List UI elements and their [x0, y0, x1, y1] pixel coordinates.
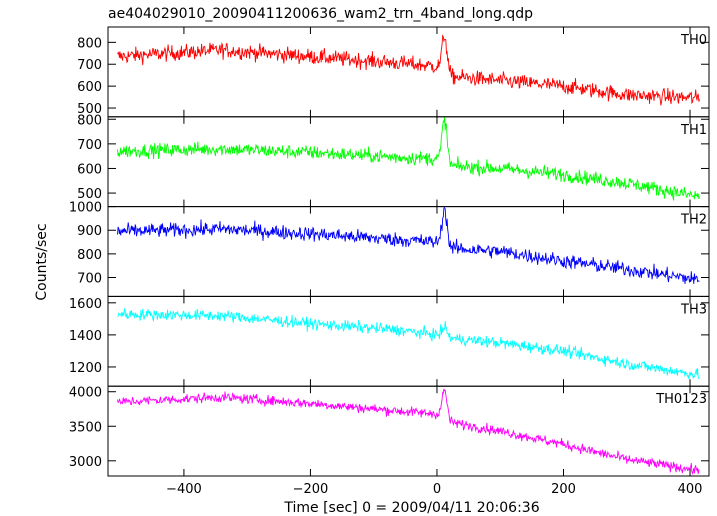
- y-tick-label: 600: [77, 162, 102, 177]
- y-tick-label: 800: [77, 113, 102, 128]
- series-line-th3: [117, 308, 700, 380]
- y-tick-label: 500: [77, 102, 102, 117]
- x-axis-label: Time [sec] 0 = 2009/04/11 20:06:36: [283, 500, 539, 516]
- y-tick-label: 3000: [69, 455, 102, 470]
- panel-th0: 500 600 700 800 TH0: [77, 26, 710, 118]
- y-tick-label: 700: [77, 138, 102, 153]
- series-line-th1: [117, 116, 700, 201]
- y-tick-label: 800: [77, 36, 102, 51]
- y-tick-label: 1000: [69, 201, 102, 216]
- x-tick-label: 400: [678, 482, 703, 497]
- x-tick-label: −400: [166, 482, 202, 497]
- panel-name-label: TH0123: [655, 392, 707, 407]
- panel-name-label: TH1: [680, 123, 707, 138]
- x-tick-label: −200: [293, 482, 329, 497]
- panel-frame: [107, 206, 710, 297]
- panel-th2: 700 800 900 1000 TH2: [69, 201, 710, 297]
- panel-frame: [107, 385, 710, 477]
- y-tick-label: 500: [77, 187, 102, 202]
- series-line-th0: [117, 34, 700, 106]
- y-tick-label: 800: [77, 248, 102, 263]
- panel-name-label: TH3: [680, 302, 707, 317]
- y-tick-label: 4000: [69, 386, 102, 401]
- chart-title: ae404029010_20090411200636_wam2_trn_4ban…: [108, 6, 533, 22]
- panel-th3: 1200 1400 1600 TH3: [69, 295, 710, 387]
- y-tick-label: 700: [77, 58, 102, 73]
- panel-name-label: TH0: [680, 33, 707, 48]
- panel-frame: [107, 26, 710, 118]
- panel-th1: 500 600 700 800 TH1: [77, 113, 710, 208]
- series-line-th0123: [117, 388, 700, 476]
- y-tick-label: 600: [77, 80, 102, 95]
- x-tick-label: 0: [433, 482, 441, 497]
- y-tick-label: 700: [77, 271, 102, 286]
- panel-frame: [107, 295, 710, 387]
- x-tick-label: 200: [551, 482, 576, 497]
- panel-name-label: TH2: [680, 213, 707, 228]
- series-line-th2: [117, 206, 700, 284]
- y-tick-label: 3500: [69, 420, 102, 435]
- y-tick-label: 1400: [69, 329, 102, 344]
- y-tick-label: 1200: [69, 361, 102, 376]
- y-tick-label: 1600: [69, 297, 102, 312]
- y-axis-label: Counts/sec: [34, 223, 50, 300]
- y-tick-label: 900: [77, 224, 102, 239]
- panel-th0123: 3000 3500 4000 TH0123 −400 −200 0 200 400: [69, 385, 710, 497]
- panels-group: 500 600 700 800 TH0 500 600 700 800 TH1 700 800 900 1…: [69, 26, 710, 497]
